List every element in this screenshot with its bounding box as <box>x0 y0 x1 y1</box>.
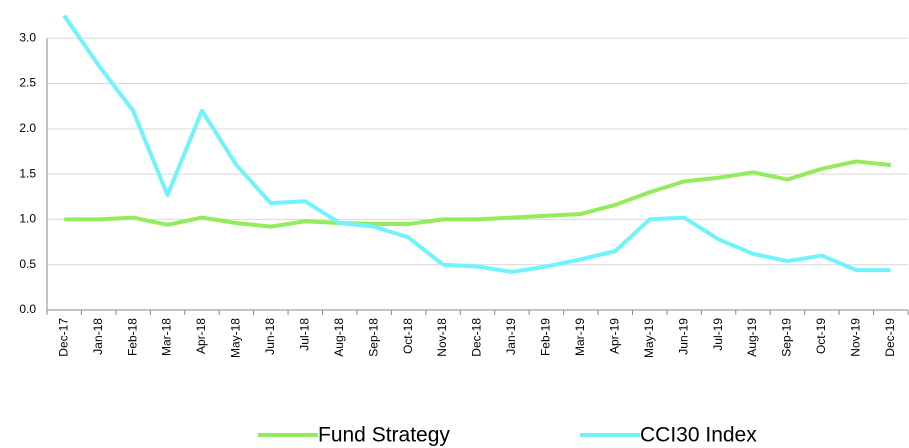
x-tick-label: Sep-19 <box>780 318 794 357</box>
x-tick-label: Mar-18 <box>160 318 174 356</box>
x-tick-label: Aug-19 <box>745 318 759 357</box>
x-tick-label: Oct-18 <box>401 318 415 354</box>
x-tick-label: Apr-18 <box>194 318 208 354</box>
x-tick-label: Apr-19 <box>607 318 621 354</box>
x-tick-label: Jul-19 <box>711 318 725 351</box>
y-tick-label: 0.0 <box>19 302 36 316</box>
x-tick-label: Aug-18 <box>332 318 346 357</box>
y-tick-label: 0.5 <box>19 257 36 271</box>
legend-label: Fund Strategy <box>318 424 450 447</box>
x-tick-label: Dec-17 <box>56 318 70 357</box>
y-tick-label: 1.5 <box>19 166 36 180</box>
y-tick-label: 3.0 <box>19 30 36 44</box>
x-tick-label: Dec-19 <box>883 318 897 357</box>
x-tick-label: Oct-19 <box>814 318 828 354</box>
x-tick-label: Nov-18 <box>435 318 449 357</box>
x-tick-label: Jan-18 <box>91 318 105 355</box>
x-tick-label: Nov-19 <box>849 318 863 357</box>
x-tick-label: Jun-18 <box>263 318 277 355</box>
y-tick-label: 1.0 <box>19 212 36 226</box>
series-line <box>64 159 891 229</box>
y-tick-label: 2.5 <box>19 76 36 90</box>
x-tick-label: Jun-19 <box>676 318 690 355</box>
y-tick-label: 2.0 <box>19 121 36 135</box>
legend-label: CCI30 Index <box>640 424 757 447</box>
x-tick-label: Dec-18 <box>470 318 484 357</box>
x-tick-label: Feb-18 <box>125 318 139 356</box>
series-line <box>62 14 891 274</box>
x-tick-label: Mar-19 <box>573 318 587 356</box>
x-tick-label: Sep-18 <box>366 318 380 357</box>
x-tick-label: May-18 <box>229 318 243 358</box>
x-tick-label: Feb-19 <box>539 318 553 356</box>
x-tick-label: Jan-19 <box>504 318 518 355</box>
x-tick-label: Jul-18 <box>297 318 311 351</box>
x-tick-label: May-19 <box>642 318 656 358</box>
